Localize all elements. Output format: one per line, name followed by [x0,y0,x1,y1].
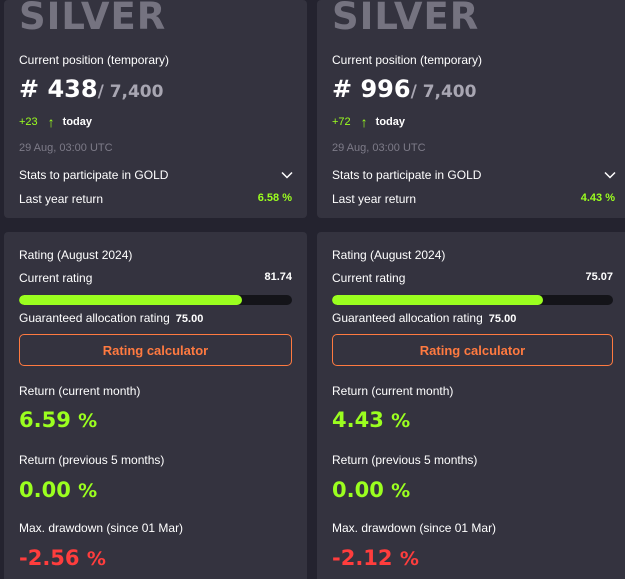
position-total: / 7,400 [97,82,164,102]
rating-progress-bar [332,295,613,305]
drawdown-value: -2.12 % [332,546,419,570]
return-month-unit: % [78,410,98,432]
last-year-row: Last year return 4.43 % [332,192,615,206]
return-month-value: 6.59 % [19,408,97,432]
rating-progress-fill [332,295,543,305]
current-rating-row: Current rating 75.07 [332,271,613,285]
delta-period: today [62,116,93,128]
last-year-value: 4.43 % [580,192,615,204]
current-rating-label: Current rating [19,271,93,285]
arrow-up-icon: ↑ [47,114,55,130]
guaranteed-rating: Guaranteed allocation rating 75.00 [19,311,203,325]
return-prev-unit: % [78,480,98,502]
position-value: # 438/ 7,400 [19,75,163,103]
position-rank: # 996 [332,75,411,103]
position-rank: # 438 [19,75,98,103]
rating-progress-fill [19,295,243,305]
return-month-number: 6.59 [19,408,71,432]
return-prev-value: 0.00 % [332,478,410,502]
arrow-up-icon: ↑ [360,114,368,130]
timestamp: 29 Aug, 03:00 UTC [332,142,426,154]
drawdown-label: Max. drawdown (since 01 Mar) [332,521,497,535]
guaranteed-label: Guaranteed allocation rating [19,311,170,325]
stats-gold-toggle[interactable]: Stats to participate in GOLD [332,168,617,182]
last-year-row: Last year return 6.58 % [19,192,292,206]
position-delta: +72 [332,116,351,128]
last-year-label: Last year return [332,192,417,206]
current-rating-label: Current rating [332,271,406,285]
return-month-unit: % [391,410,411,432]
drawdown-label: Max. drawdown (since 01 Mar) [19,521,184,535]
return-month-value: 4.43 % [332,408,410,432]
drawdown-unit: % [86,548,106,570]
last-year-label: Last year return [19,192,104,206]
position-total: / 7,400 [410,82,477,102]
position-delta: +23 [19,116,38,128]
return-month-label: Return (current month) [19,384,141,398]
tier-title: SILVER [332,0,480,38]
position-label: Current position (temporary) [19,53,170,67]
rating-card: Rating (August 2024) Current rating 81.7… [4,232,307,579]
return-prev-value: 0.00 % [19,478,97,502]
current-rating-row: Current rating 81.74 [19,271,292,285]
guaranteed-label: Guaranteed allocation rating [332,311,483,325]
current-rating-value: 81.74 [264,271,292,283]
guaranteed-rating: Guaranteed allocation rating 75.00 [332,311,516,325]
drawdown-value: -2.56 % [19,546,106,570]
return-prev-number: 0.00 [332,478,384,502]
return-prev-label: Return (previous 5 months) [19,453,165,467]
guaranteed-value: 75.00 [488,313,517,325]
stats-gold-label: Stats to participate in GOLD [19,168,169,182]
rating-card: Rating (August 2024) Current rating 75.0… [317,232,625,579]
last-year-value: 6.58 % [257,192,292,204]
chevron-down-icon[interactable] [280,168,294,182]
return-prev-number: 0.00 [19,478,71,502]
tier-title: SILVER [19,0,167,38]
drawdown-number: -2.12 [332,546,393,570]
stats-gold-toggle[interactable]: Stats to participate in GOLD [19,168,294,182]
rating-header: Rating (August 2024) [19,248,133,262]
drawdown-number: -2.56 [19,546,80,570]
stats-gold-label: Stats to participate in GOLD [332,168,482,182]
rating-progress-bar [19,295,292,305]
position-change: +72 ↑ today [332,114,406,130]
guaranteed-value: 75.00 [175,313,204,325]
rating-calculator-button[interactable]: Rating calculator [19,334,292,366]
position-label: Current position (temporary) [332,53,483,67]
rating-header: Rating (August 2024) [332,248,446,262]
drawdown-unit: % [399,548,419,570]
timestamp: 29 Aug, 03:00 UTC [19,142,113,154]
position-card: SILVER Current position (temporary) # 99… [317,0,625,218]
position-card: SILVER Current position (temporary) # 43… [4,0,307,218]
return-month-label: Return (current month) [332,384,454,398]
return-prev-label: Return (previous 5 months) [332,453,478,467]
position-change: +23 ↑ today [19,114,93,130]
rating-calculator-button[interactable]: Rating calculator [332,334,613,366]
return-month-number: 4.43 [332,408,384,432]
delta-period: today [375,116,406,128]
current-rating-value: 75.07 [585,271,613,283]
return-prev-unit: % [391,480,411,502]
position-value: # 996/ 7,400 [332,75,476,103]
chevron-down-icon[interactable] [603,168,617,182]
